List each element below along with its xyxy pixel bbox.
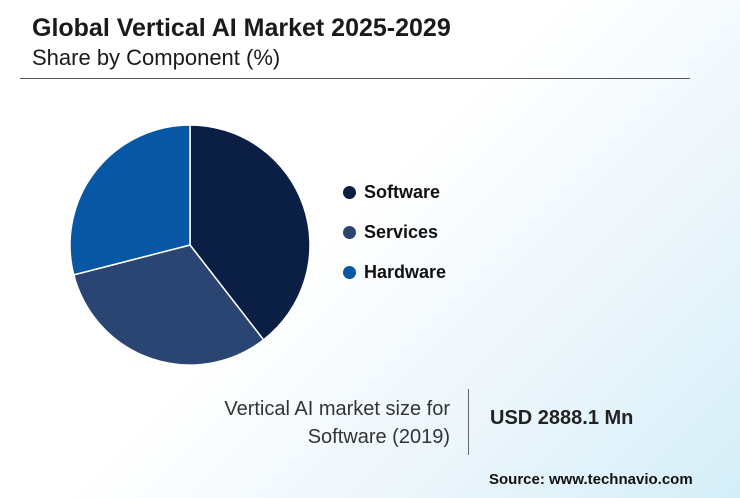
callout-divider [468, 389, 469, 455]
legend-label-hardware: Hardware [364, 261, 447, 282]
callout-value: USD 2888.1 Mn [490, 407, 634, 429]
pie-slice-software [189, 124, 311, 341]
callout-label-line2: Software (2019) [307, 426, 450, 448]
legend-swatch-software [343, 185, 356, 199]
title-divider [20, 78, 690, 79]
legend: Software Services Hardware [343, 172, 446, 292]
legend-swatch-services [343, 225, 356, 239]
pie-chart [69, 124, 311, 366]
legend-item-services: Services [343, 212, 446, 252]
legend-label-services: Services [364, 221, 439, 242]
source-credit: Source: www.technavio.com [489, 471, 693, 488]
legend-label-software: Software [364, 181, 441, 202]
callout-label-line1: Vertical AI market size for [224, 398, 450, 420]
chart-title: Global Vertical AI Market 2025-2029 [32, 14, 451, 42]
legend-swatch-hardware [343, 265, 356, 279]
legend-item-software: Software [343, 172, 446, 212]
pie-slice-hardware [69, 124, 191, 276]
pie-slice-services [72, 244, 265, 366]
callout-label: Vertical AI market size for Software (20… [150, 395, 450, 451]
chart-subtitle: Share by Component (%) [32, 45, 281, 70]
legend-item-hardware: Hardware [343, 252, 446, 292]
